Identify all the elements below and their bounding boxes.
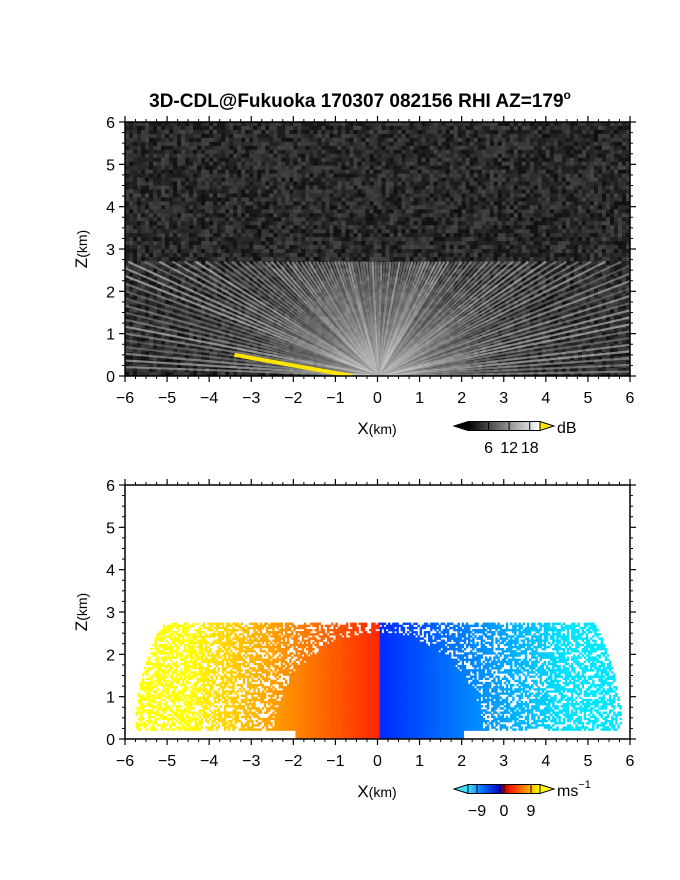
echo-ray [125,297,378,376]
y-tick-label: 3 [106,242,115,259]
echo-ray [125,311,378,376]
echo-ray [377,350,630,376]
x-tick-label: 6 [626,390,635,407]
colorbar-unit: dB [557,420,577,437]
bottom-plot-area [125,485,630,739]
x-tick-label: −1 [326,390,344,407]
x-tick-label: 1 [415,390,424,407]
echo-ray [377,330,630,376]
echo-ray [125,266,378,376]
y-tick-label: 4 [106,563,115,580]
y-tick-label: 5 [106,520,115,537]
y-tick-label: 1 [106,327,115,344]
colorbar-tick-label: 12 [500,440,518,457]
x-tick-label: −6 [116,753,134,770]
x-tick-label: 3 [499,753,508,770]
y-tick-label: 0 [106,732,115,749]
echo-ray [377,309,630,376]
x-tick-label: 0 [373,390,382,407]
x-tick-label: −5 [158,390,176,407]
echo-ray [377,260,606,376]
top-colorbar: 6 12 18 dB [452,420,577,457]
y-tick-label: 6 [106,478,115,495]
x-tick-label: −4 [200,390,218,407]
x-tick-label: 4 [541,753,550,770]
bottom-y-axis-label: Z(km) [72,593,91,631]
echo-ray [125,304,378,376]
echo-ray [377,323,630,376]
x-tick-label: 6 [626,753,635,770]
colorbar-tick-label: 0 [500,803,509,820]
bottom-axes: −6 −5 −4 −3 −2 −1 0 1 2 3 4 5 6 0 1 2 3 4 5 6 [106,478,636,770]
x-tick-label: −3 [242,753,260,770]
echo-ray [127,260,378,376]
y-tick-label: 0 [106,369,115,386]
y-tick-label: 3 [106,605,115,622]
top-plot-area [125,122,630,376]
echo-ray [144,260,378,376]
colorbar-unit: ms−1 [557,779,591,800]
x-tick-label: −2 [284,390,302,407]
colorbar-high-arrow [539,420,556,432]
x-tick-label: 2 [457,390,466,407]
bottom-x-axis-label: X(km) [357,782,396,801]
colorbar-tick-label: 9 [527,803,536,820]
x-tick-label: 3 [499,390,508,407]
y-tick-label: 2 [106,284,115,301]
colorbar-tick-label: 6 [484,440,493,457]
top-y-axis-label: Z(km) [72,230,91,268]
echo-ray [377,287,630,376]
colorbar-low-arrow [452,783,469,795]
top-x-axis-label: X(km) [357,419,396,438]
echo-ray [377,370,630,376]
y-tick-label: 5 [106,157,115,174]
x-tick-label: −3 [242,390,260,407]
x-tick-label: −1 [326,753,344,770]
x-tick-label: 4 [541,390,550,407]
echo-ray [377,260,622,376]
colorbar-low-arrow [452,420,469,432]
x-tick-label: −5 [158,753,176,770]
echo-ray [125,282,378,376]
echo-ray [125,318,378,376]
x-tick-label: −6 [116,390,134,407]
x-tick-label: −2 [284,753,302,770]
x-tick-label: 1 [415,753,424,770]
echo-ray [377,302,630,376]
colorbar-tick-label: 18 [521,440,539,457]
top-axes: −6 −5 −4 −3 −2 −1 0 1 2 3 4 5 6 0 1 2 3 4 5 6 [106,115,636,407]
x-tick-label: 5 [583,390,592,407]
echo-ray [377,316,630,376]
colorbar-tick-label: −9 [468,803,486,820]
echo-ray [125,274,378,376]
echo-ray [377,294,630,376]
echo-ray [377,336,630,376]
y-tick-label: 1 [106,690,115,707]
x-tick-label: 5 [583,753,592,770]
bottom-colorbar: −9 0 9 ms−1 [452,779,591,820]
echo-ray [377,343,630,376]
colorbar-scale [467,421,541,431]
echo-ray [125,289,378,376]
echo-ray [377,363,630,376]
echo-ray [125,325,378,376]
y-tick-label: 2 [106,647,115,664]
echo-ray [377,264,630,376]
x-tick-label: 0 [373,753,382,770]
x-tick-label: −4 [200,753,218,770]
echo-layer [125,260,630,376]
x-tick-label: 2 [457,753,466,770]
echo-ray [125,332,378,376]
top-title: 3D-CDL@Fukuoka 170307 082156 RHI AZ=179o [149,88,571,112]
velocity-field [135,622,622,739]
echo-ray [377,357,630,376]
blocked-band [234,352,353,376]
y-tick-label: 4 [106,200,115,217]
colorbar-high-arrow [539,783,556,795]
y-tick-label: 6 [106,115,115,132]
echo-ray [377,272,630,376]
echo-ray [377,279,630,376]
